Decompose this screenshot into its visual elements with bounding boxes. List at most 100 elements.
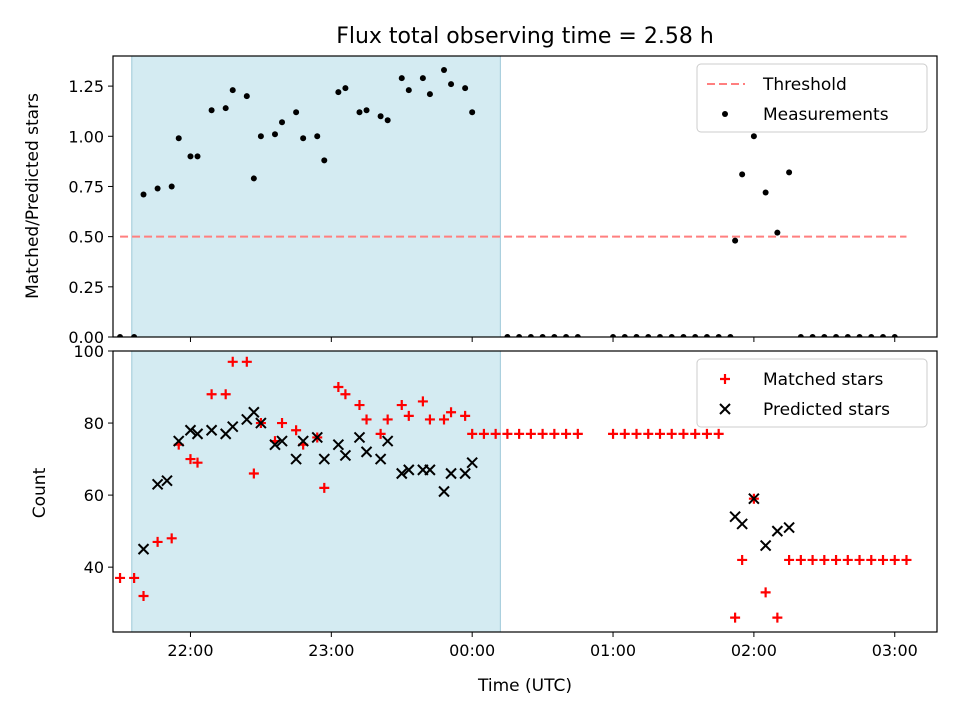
measurement-point: [645, 334, 652, 337]
measurement-point: [377, 113, 384, 120]
measurement-point: [656, 334, 663, 337]
measurement-point: [680, 334, 687, 337]
measurement-point: [279, 119, 286, 126]
x-tick-label: 22:00: [167, 641, 213, 660]
top-y-tick-label: 1.00: [68, 127, 104, 146]
top-legend-label: Measurements: [763, 105, 889, 125]
legend-predicted-swatch: [719, 403, 731, 415]
matched-point: [375, 428, 386, 439]
measurement-point: [140, 191, 147, 198]
top-axes-frame: [112, 55, 938, 338]
top-y-axis-label: Matched/Predicted stars: [23, 93, 43, 299]
matched-point: [502, 428, 513, 439]
matched-point: [795, 554, 806, 565]
matched-point: [206, 389, 217, 400]
top-legend: Threshold Measurements: [696, 63, 928, 133]
measurement-point: [243, 93, 250, 100]
measurement-point: [563, 334, 570, 337]
predicted-point: [269, 438, 281, 451]
bottom-y-tick-label: 80: [84, 414, 104, 433]
chart-title: Flux total observing time = 2.58 h: [336, 24, 714, 49]
measurement-point: [441, 67, 448, 74]
matched-point: [220, 389, 231, 400]
x-tick-label: 01:00: [590, 641, 636, 660]
matched-point: [166, 533, 177, 544]
measurement-point: [774, 229, 781, 236]
predicted-point: [339, 449, 352, 462]
predicted-point: [466, 456, 478, 469]
matched-point: [514, 428, 525, 439]
measurement-point: [250, 175, 257, 182]
bottom-legend-label: Predicted stars: [763, 400, 890, 420]
predicted-point: [248, 406, 260, 418]
matched-point: [701, 428, 712, 439]
matched-point: [241, 356, 252, 367]
predicted-point: [151, 478, 164, 491]
predicted-point: [161, 474, 173, 487]
measurement-point: [356, 109, 363, 116]
measurement-point: [715, 334, 722, 337]
measurement-point: [610, 334, 617, 337]
bottom-legend-label: Matched stars: [763, 370, 883, 390]
measurement-point: [809, 334, 816, 337]
x-tick-label: 02:00: [731, 641, 777, 660]
predicted-point: [396, 467, 408, 480]
matched-point: [382, 414, 393, 425]
bottom-panel: 40 60 80 100 22:00 23:00 00:00 01:00 02:00 03:00 M…: [73, 342, 938, 660]
measurement-point: [168, 183, 175, 190]
matched-point: [760, 587, 771, 598]
matched-point: [619, 428, 630, 439]
measurement-point: [229, 87, 236, 94]
measurement-point: [300, 135, 307, 142]
measurement-point: [154, 185, 161, 192]
predicted-point: [311, 431, 323, 444]
matched-point: [878, 554, 889, 565]
predicted-point: [276, 435, 288, 447]
predicted-point: [137, 543, 150, 555]
predicted-point: [191, 428, 204, 440]
predicted-point: [748, 492, 760, 505]
predicted-point: [290, 453, 302, 465]
matched-point: [854, 554, 865, 565]
measurement-point: [868, 334, 875, 337]
top-legend-label: Threshold: [762, 75, 847, 95]
measurement-point: [504, 334, 511, 337]
top-y-tick-label: 0.75: [68, 177, 104, 196]
measurement-point: [668, 334, 675, 337]
predicted-point: [173, 435, 185, 447]
bottom-y-tick-label: 60: [84, 486, 104, 505]
measurement-point: [363, 107, 370, 114]
measurement-point: [462, 85, 469, 92]
measurement-point: [856, 334, 863, 337]
measurement-point: [314, 133, 321, 140]
matched-point: [340, 389, 351, 400]
measurement-point: [175, 135, 182, 142]
bottom-plot-area: [115, 356, 912, 623]
measurement-point: [527, 334, 534, 337]
matched-point: [737, 554, 748, 565]
predicted-point: [459, 467, 471, 480]
matched-point: [631, 428, 642, 439]
measurement-point: [426, 91, 433, 98]
measurement-point: [574, 334, 581, 337]
top-observing-span: [131, 56, 501, 337]
predicted-point: [445, 467, 457, 480]
predicted-point: [403, 464, 415, 476]
matched-point: [277, 418, 288, 429]
measurement-point: [539, 334, 546, 337]
predicted-point: [353, 431, 366, 444]
measurement-point: [194, 153, 201, 160]
measurement-point: [398, 75, 405, 82]
matched-point: [403, 410, 414, 421]
matched-point: [654, 428, 665, 439]
predicted-point: [297, 435, 309, 447]
measurement-point: [222, 105, 229, 112]
measurement-point: [187, 153, 194, 160]
matched-point: [678, 428, 689, 439]
predicted-point: [783, 521, 795, 534]
matched-point: [192, 457, 203, 468]
predicted-point: [332, 438, 345, 451]
measurement-point: [208, 107, 215, 114]
predicted-point: [381, 435, 394, 447]
